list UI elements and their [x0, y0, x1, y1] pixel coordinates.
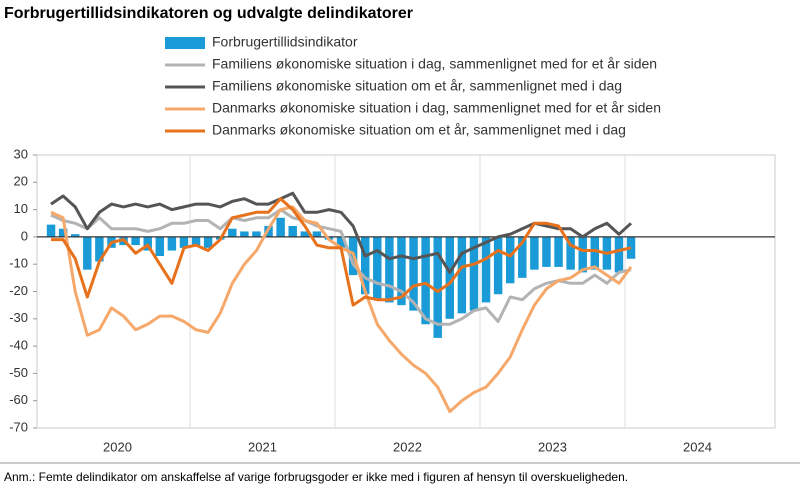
bar: [493, 236, 503, 295]
bar: [542, 236, 551, 267]
bar: [252, 231, 261, 237]
bar: [46, 224, 56, 237]
y-tick-label: -70: [9, 419, 28, 434]
bar: [373, 236, 382, 300]
bar: [566, 236, 575, 270]
line-series: [50, 208, 632, 326]
y-tick-label: -30: [9, 310, 28, 325]
bar: [179, 236, 189, 248]
x-tick-label: 2023: [538, 439, 567, 454]
bar: [70, 234, 80, 237]
note: Anm.: Femte delindikator om anskaffelse …: [4, 470, 628, 484]
bar: [626, 236, 636, 259]
line-series: [51, 197, 632, 307]
y-tick-label: -40: [9, 338, 28, 353]
bar: [469, 236, 479, 311]
bar: [445, 236, 455, 319]
legend-label: Forbrugertillidsindikator: [212, 34, 358, 50]
bar: [240, 231, 249, 237]
bar: [203, 236, 213, 248]
legend-label: Danmarks økonomiske situation om et år, …: [212, 122, 626, 138]
bar: [554, 236, 563, 267]
chart-title: Forbrugertillidsindikatoren og udvalgte …: [4, 5, 413, 22]
bar: [228, 228, 237, 237]
bar: [457, 236, 467, 314]
bar: [385, 236, 394, 303]
y-tick-label: -50: [9, 365, 28, 380]
bar: [336, 236, 346, 248]
legend-swatch: [165, 37, 205, 49]
legend-label: Danmarks økonomiske situation i dag, sam…: [212, 100, 661, 116]
y-tick-label: 10: [14, 201, 28, 216]
y-tick-label: -20: [9, 283, 28, 298]
bar: [83, 236, 92, 270]
bar: [614, 236, 624, 273]
bar: [95, 236, 104, 262]
bar: [397, 236, 406, 306]
bar: [191, 236, 201, 246]
y-tick-label: -60: [9, 392, 28, 407]
x-tick-label: 2024: [683, 439, 712, 454]
x-tick-label: 2022: [393, 439, 422, 454]
bar: [505, 236, 515, 284]
x-tick-label: 2021: [248, 439, 277, 454]
bar: [58, 228, 68, 237]
bar: [155, 236, 165, 257]
bar: [360, 236, 370, 295]
bar: [276, 217, 285, 237]
bar: [288, 225, 297, 237]
legend-label: Familiens økonomiske situation om et år,…: [212, 78, 622, 94]
bar: [421, 236, 430, 325]
bar: [530, 236, 539, 270]
y-tick-label: 0: [21, 228, 28, 243]
bar: [578, 236, 587, 273]
y-tick-label: -10: [9, 256, 28, 271]
legend-label: Familiens økonomiske situation i dag, sa…: [212, 56, 657, 72]
y-tick-label: 20: [14, 174, 28, 189]
bar: [409, 236, 418, 311]
bar: [518, 236, 527, 278]
bar: [300, 231, 310, 237]
x-tick-label: 2020: [103, 439, 132, 454]
bar: [131, 236, 140, 246]
bar: [481, 236, 491, 303]
bar: [590, 236, 600, 270]
bar: [167, 236, 177, 251]
bar: [312, 231, 322, 237]
y-tick-label: 30: [14, 146, 28, 161]
bar: [433, 236, 442, 338]
